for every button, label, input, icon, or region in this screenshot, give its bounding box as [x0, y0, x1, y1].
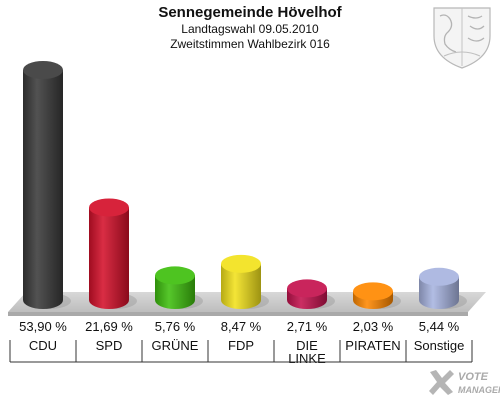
value-label: 2,71 %: [287, 319, 328, 334]
value-label: 53,90 %: [19, 319, 67, 334]
chart-title: Sennegemeinde Hövelhof: [158, 4, 342, 21]
value-label: 21,69 %: [85, 319, 133, 334]
bar-spd: [89, 198, 137, 309]
bar-piraten: [353, 282, 401, 309]
vote-manager-logo: VOTE MANAGER: [429, 370, 500, 395]
category-separators: [9, 340, 473, 362]
category-label: FDP: [228, 338, 254, 353]
bar-die-linke: [287, 279, 335, 309]
chart-subtitle-election: Landtagswahl 09.05.2010: [181, 22, 319, 36]
category-label: LINKE: [288, 351, 326, 366]
cross-mark-icon: [429, 370, 454, 395]
value-label: 5,76 %: [155, 319, 196, 334]
bar-sonstige: [419, 267, 467, 309]
bar-fdp: [221, 254, 269, 309]
category-label: GRÜNE: [152, 338, 199, 353]
category-label: SPD: [96, 338, 123, 353]
value-label: 5,44 %: [419, 319, 460, 334]
value-label: 2,03 %: [353, 319, 394, 334]
category-label: CDU: [29, 338, 57, 353]
value-label-group: 53,90 % 21,69 % 5,76 % 8,47 % 2,71 % 2,03 % 5,…: [19, 319, 460, 334]
coat-of-arms-icon: [433, 7, 491, 69]
bar-cdu: [23, 61, 71, 309]
bar-grüne: [155, 266, 203, 309]
value-label: 8,47 %: [221, 319, 262, 334]
watermark-line-2: MANAGER: [458, 385, 500, 395]
category-label: PIRATEN: [345, 338, 400, 353]
chart-floor-edge: [8, 312, 468, 316]
category-label: DIE: [296, 338, 318, 353]
bar-group: [23, 61, 467, 309]
category-label: Sonstige: [414, 338, 465, 353]
watermark-line-1: VOTE: [458, 371, 489, 383]
chart-subtitle-district: Zweitstimmen Wahlbezirk 016: [170, 37, 330, 51]
